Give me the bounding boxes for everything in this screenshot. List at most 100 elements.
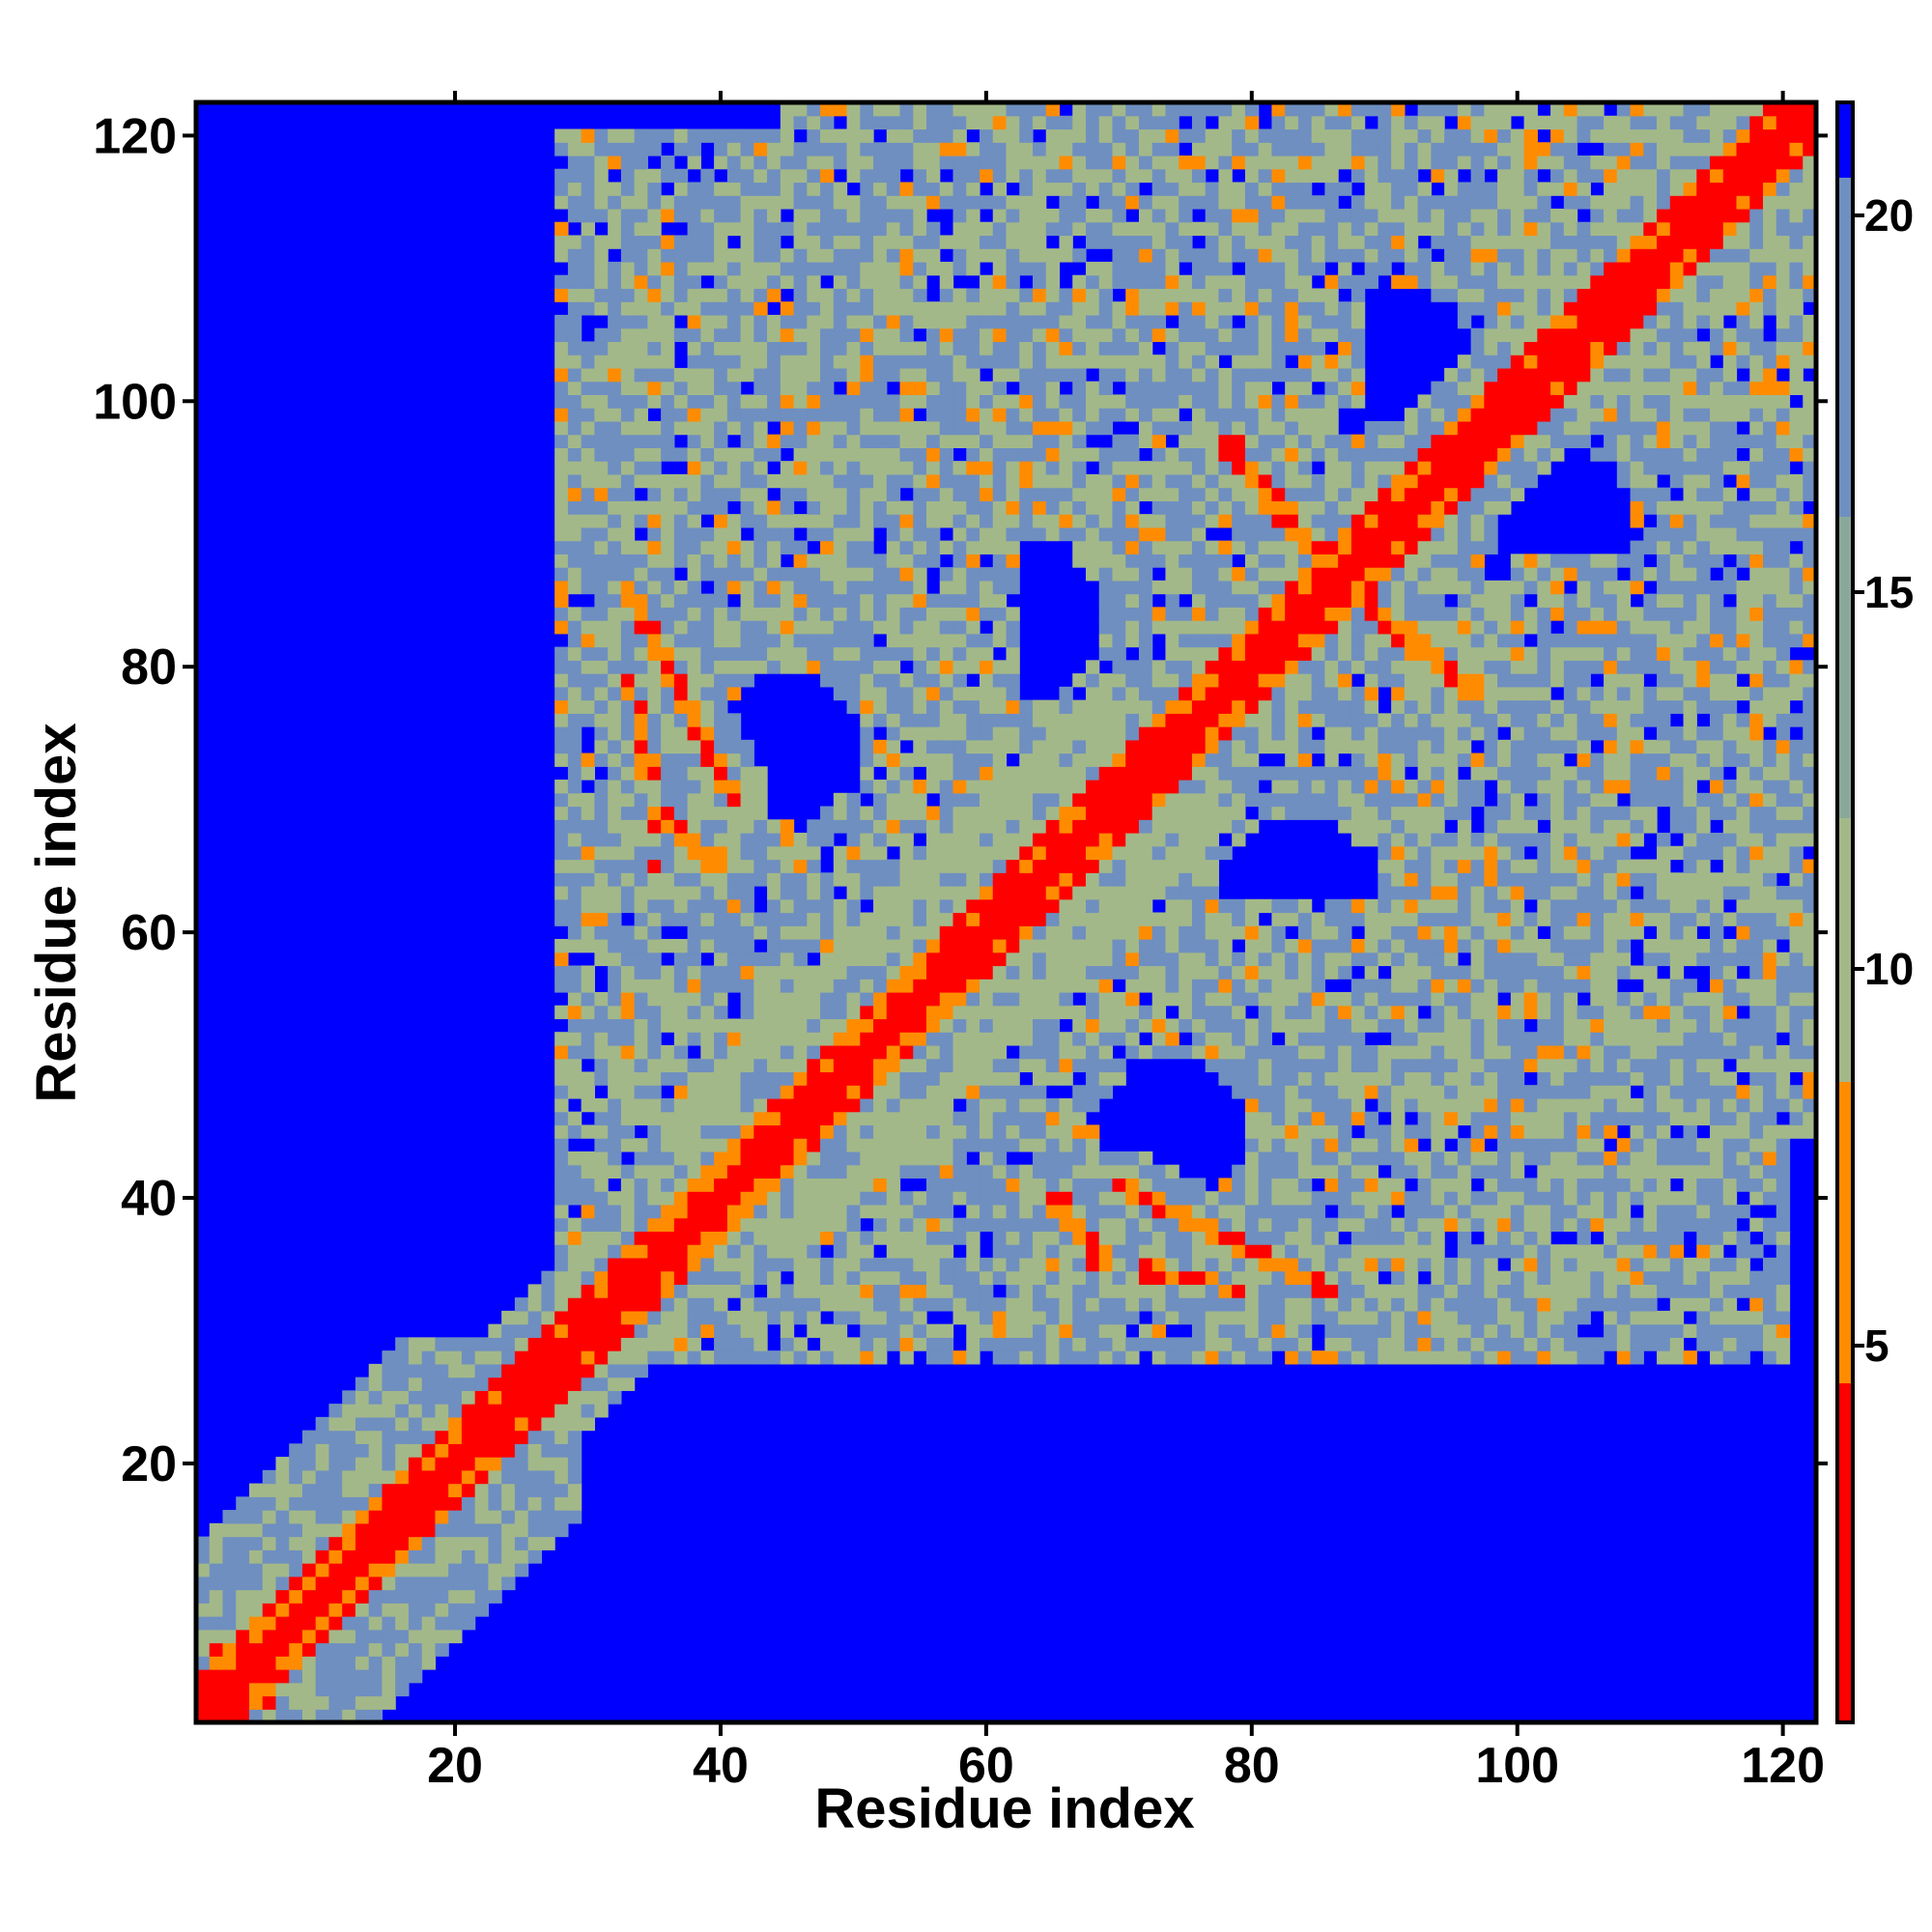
heatmap-cell bbox=[1151, 1231, 1167, 1245]
heatmap-cell bbox=[1179, 221, 1193, 237]
heatmap-cell bbox=[1125, 819, 1140, 834]
heatmap-cell bbox=[1218, 447, 1233, 462]
heatmap-cell bbox=[700, 314, 715, 329]
heatmap-cell bbox=[395, 1337, 410, 1351]
heatmap-cell bbox=[714, 434, 728, 448]
heatmap-cell bbox=[647, 686, 662, 701]
heatmap-cell bbox=[980, 753, 994, 767]
heatmap-cell bbox=[1019, 952, 1034, 967]
heatmap-cell bbox=[1059, 1323, 1073, 1338]
heatmap-cell bbox=[992, 607, 1008, 621]
heatmap-cell bbox=[886, 699, 901, 714]
heatmap-cell bbox=[1032, 833, 1047, 847]
heatmap-cell bbox=[913, 1071, 927, 1086]
heatmap-cell bbox=[966, 261, 980, 276]
heatmap-cell bbox=[1138, 753, 1153, 767]
heatmap-cell bbox=[780, 314, 795, 329]
heatmap-cell bbox=[1006, 780, 1020, 794]
heatmap-cell bbox=[1218, 633, 1233, 648]
heatmap-cell bbox=[1218, 792, 1233, 808]
heatmap-cell bbox=[992, 660, 1008, 674]
heatmap-cell bbox=[939, 473, 954, 489]
heatmap-cell bbox=[1191, 314, 1207, 329]
heatmap-cell bbox=[767, 845, 781, 861]
heatmap-cell bbox=[846, 1097, 861, 1113]
heatmap-cell bbox=[846, 859, 861, 873]
heatmap-cell bbox=[567, 1005, 582, 1020]
heatmap-cell bbox=[1191, 1350, 1207, 1365]
heatmap-cell bbox=[1032, 500, 1047, 515]
heatmap-cell bbox=[488, 1390, 502, 1405]
heatmap-cell bbox=[899, 1284, 914, 1298]
heatmap-cell bbox=[527, 1536, 542, 1550]
heatmap-cell bbox=[1205, 314, 1220, 329]
heatmap-cell bbox=[209, 1642, 224, 1657]
heatmap-cell bbox=[807, 965, 821, 980]
heatmap-cell bbox=[594, 859, 609, 873]
heatmap-cell bbox=[342, 1469, 356, 1485]
heatmap-cell bbox=[1072, 1085, 1087, 1099]
heatmap-cell bbox=[554, 819, 569, 834]
heatmap-cell bbox=[846, 1231, 861, 1245]
heatmap-cell bbox=[196, 1563, 211, 1577]
heatmap-cell bbox=[740, 1018, 754, 1033]
heatmap-cell bbox=[1085, 261, 1100, 276]
heatmap-cell bbox=[275, 1682, 290, 1697]
heatmap-cell bbox=[1138, 726, 1153, 741]
heatmap-cell bbox=[673, 965, 689, 980]
heatmap-cell bbox=[873, 420, 888, 436]
heatmap-cell bbox=[833, 607, 848, 621]
heatmap-cell bbox=[421, 1404, 437, 1418]
heatmap-cell bbox=[886, 487, 901, 501]
heatmap-cell bbox=[301, 1616, 317, 1631]
heatmap-cell bbox=[1218, 1310, 1233, 1325]
heatmap-cell bbox=[554, 1377, 569, 1391]
heatmap-cell bbox=[315, 1669, 330, 1684]
heatmap-cell bbox=[753, 1164, 768, 1179]
heatmap-cell bbox=[1165, 221, 1179, 237]
heatmap-cell bbox=[1098, 1058, 1114, 1073]
heatmap-cell bbox=[952, 1231, 967, 1245]
heatmap-cell bbox=[315, 1695, 330, 1710]
heatmap-cell bbox=[1085, 1178, 1100, 1192]
heatmap-cell bbox=[567, 673, 582, 688]
heatmap-cell bbox=[209, 1669, 224, 1684]
heatmap-cell bbox=[1218, 819, 1233, 834]
heatmap-cell bbox=[926, 473, 941, 489]
heatmap-cell bbox=[873, 195, 888, 210]
heatmap-cell bbox=[567, 833, 582, 847]
heatmap-cell bbox=[714, 288, 728, 302]
heatmap-cell bbox=[661, 208, 675, 223]
heatmap-cell bbox=[926, 1231, 941, 1245]
heatmap-cell bbox=[899, 434, 914, 448]
heatmap-cell bbox=[820, 155, 835, 170]
heatmap-cell bbox=[634, 288, 648, 302]
heatmap-cell bbox=[687, 1244, 701, 1259]
heatmap-cell bbox=[807, 938, 821, 953]
heatmap-cell bbox=[1059, 314, 1073, 329]
heatmap-cell bbox=[1112, 1323, 1126, 1338]
heatmap-cell bbox=[448, 1337, 463, 1351]
heatmap-cell bbox=[687, 567, 701, 582]
heatmap-cell bbox=[992, 540, 1008, 554]
heatmap-cell bbox=[726, 1323, 742, 1338]
heatmap-cell bbox=[634, 182, 648, 196]
heatmap-cell bbox=[1125, 142, 1140, 156]
heatmap-cell bbox=[780, 434, 795, 448]
heatmap-cell bbox=[753, 859, 768, 873]
heatmap-cell bbox=[886, 327, 901, 343]
heatmap-cell bbox=[1232, 1044, 1246, 1060]
heatmap-cell bbox=[1019, 833, 1034, 847]
heatmap-cell bbox=[1085, 780, 1100, 794]
heatmap-cell bbox=[1125, 1297, 1140, 1312]
heatmap-cell bbox=[780, 142, 795, 156]
heatmap-cell bbox=[1098, 859, 1114, 873]
heatmap-cell bbox=[740, 514, 754, 528]
heatmap-cell bbox=[700, 912, 715, 926]
heatmap-cell bbox=[952, 673, 967, 688]
heatmap-cell bbox=[554, 1457, 569, 1471]
heatmap-cell bbox=[581, 1297, 595, 1312]
heatmap-cell bbox=[807, 327, 821, 343]
heatmap-cell bbox=[1032, 1297, 1047, 1312]
heatmap-cell bbox=[899, 381, 914, 396]
